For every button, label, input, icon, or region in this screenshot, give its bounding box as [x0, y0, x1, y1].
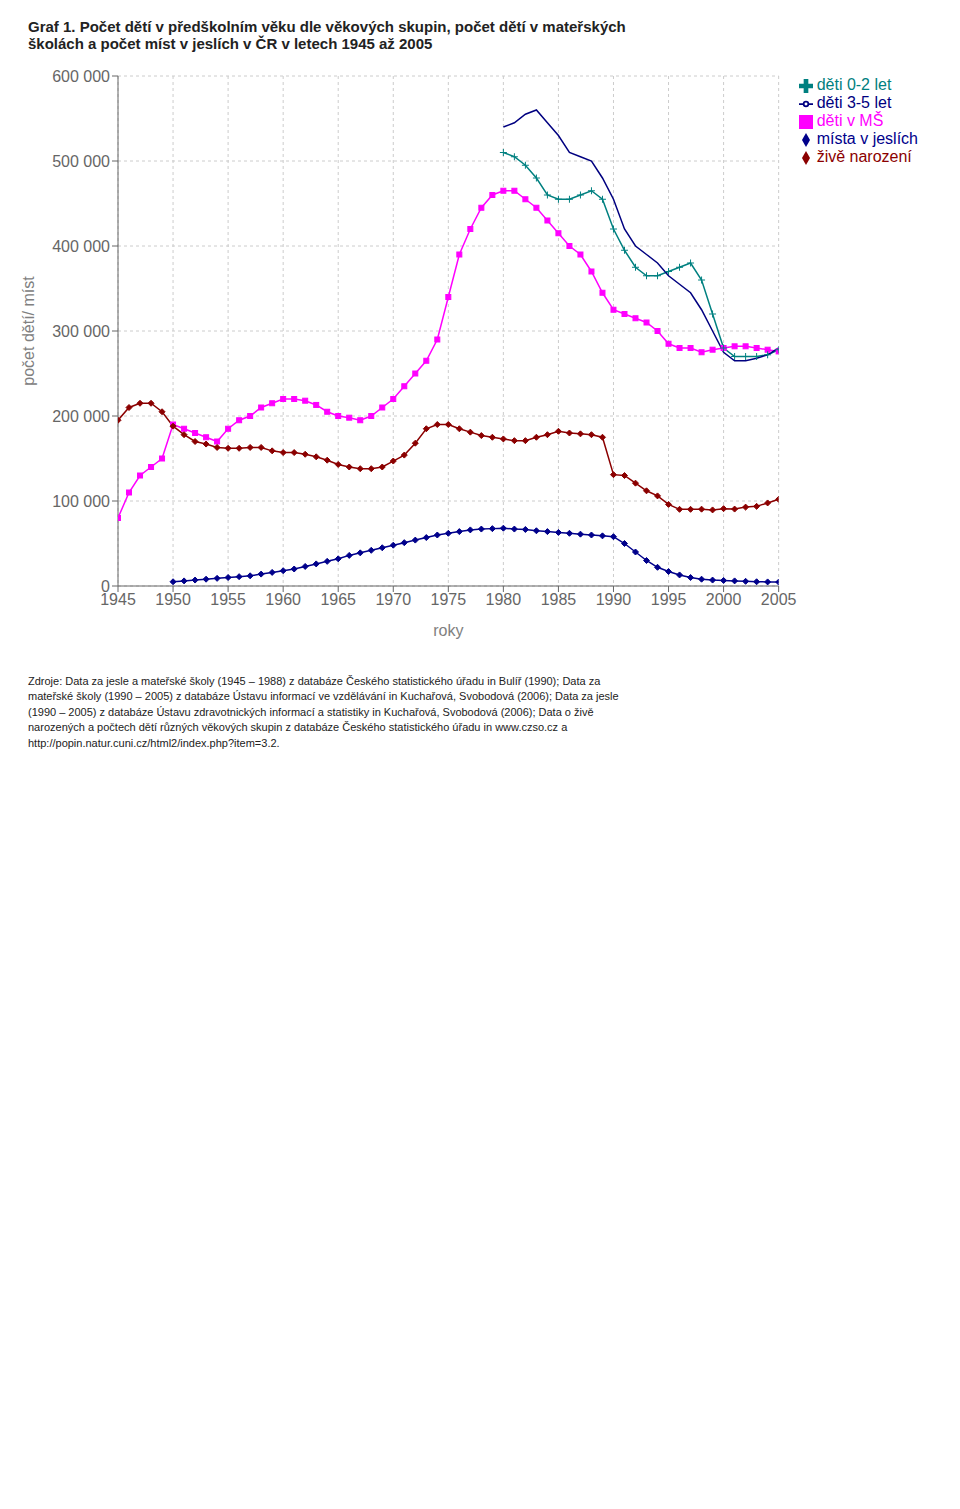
html-text:Graf 1. Počet dětí v předškoln: Graf 1. Počet dětí v předškolním věku dl… [28, 18, 626, 52]
html-text:živě narození: živě narození [816, 148, 912, 165]
html-text:děti v MŠ: děti v MŠ [816, 112, 884, 129]
svg-text:2005: 2005 [761, 591, 797, 608]
svg-text:200 000: 200 000 [52, 408, 110, 425]
svg-text:2000: 2000 [706, 591, 742, 608]
svg-text:1965: 1965 [320, 591, 356, 608]
svg-text:400 000: 400 000 [52, 238, 110, 255]
svg-text:počet dětí/ míst: počet dětí/ míst [20, 276, 37, 386]
svg-text:0: 0 [101, 578, 110, 595]
svg-text:1990: 1990 [596, 591, 632, 608]
svg-text:100 000: 100 000 [52, 493, 110, 510]
html-text:děti 0-2 let: děti 0-2 let [816, 76, 892, 93]
svg-text:600 000: 600 000 [52, 68, 110, 85]
svg-text:1950: 1950 [155, 591, 191, 608]
svg-text:1970: 1970 [375, 591, 411, 608]
svg-text:300 000: 300 000 [52, 323, 110, 340]
svg-text:1980: 1980 [486, 591, 522, 608]
svg-text:1945: 1945 [100, 591, 136, 609]
svg-text:1955: 1955 [210, 591, 246, 608]
svg-text:roky: roky [433, 622, 463, 639]
svg-text:1975: 1975 [431, 591, 467, 608]
svg-text:1995: 1995 [651, 591, 687, 608]
svg-text:1960: 1960 [265, 591, 301, 608]
html-text:děti 3-5 let: děti 3-5 let [816, 94, 892, 111]
html-text:místa v jeslích: místa v jeslích [816, 130, 918, 147]
html-text:Zdroje: Data za jesle a mateřs: Zdroje: Data za jesle a mateřské školy (… [28, 675, 619, 749]
svg-text:500 000: 500 000 [52, 153, 110, 170]
svg-text:1985: 1985 [541, 591, 577, 608]
